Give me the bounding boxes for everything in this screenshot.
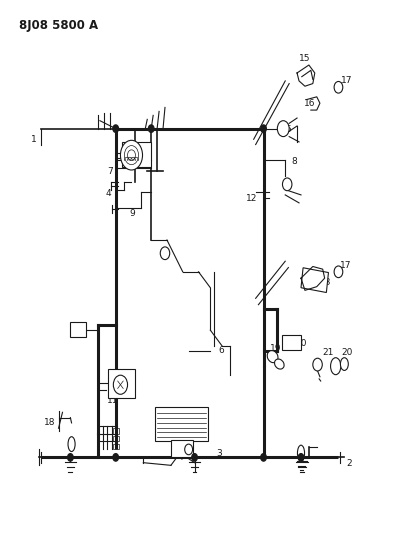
Circle shape: [298, 454, 304, 461]
Text: 7: 7: [107, 166, 113, 175]
Text: 10: 10: [296, 339, 308, 348]
Circle shape: [261, 454, 266, 461]
Text: 18: 18: [44, 418, 56, 427]
Text: 1: 1: [31, 135, 37, 144]
Circle shape: [261, 125, 266, 132]
Bar: [70, 322, 86, 337]
Ellipse shape: [331, 358, 341, 375]
Circle shape: [120, 140, 143, 170]
Circle shape: [113, 125, 118, 132]
Text: 6: 6: [218, 346, 224, 355]
Ellipse shape: [267, 351, 278, 362]
Text: 2: 2: [346, 459, 352, 469]
Circle shape: [192, 454, 197, 461]
Text: 17: 17: [341, 76, 353, 85]
Text: 10: 10: [70, 323, 82, 332]
Text: 13: 13: [320, 278, 331, 287]
Circle shape: [67, 454, 73, 461]
Circle shape: [148, 125, 154, 132]
Text: 8: 8: [291, 157, 297, 166]
Text: 19: 19: [270, 344, 282, 353]
Text: 16: 16: [304, 99, 316, 108]
Text: 5: 5: [285, 125, 291, 134]
Text: 9: 9: [129, 209, 135, 218]
Ellipse shape: [340, 358, 348, 370]
Circle shape: [278, 120, 289, 136]
Circle shape: [160, 247, 170, 260]
Bar: [301, 268, 328, 293]
Ellipse shape: [68, 437, 75, 451]
Bar: [155, 407, 208, 441]
Text: 12: 12: [246, 194, 257, 203]
Circle shape: [113, 454, 118, 461]
Text: 4: 4: [106, 189, 112, 198]
Text: 8J08 5800 A: 8J08 5800 A: [19, 19, 98, 33]
Bar: [113, 436, 119, 441]
Circle shape: [334, 266, 343, 278]
Text: 11: 11: [107, 395, 119, 405]
Text: 21: 21: [323, 348, 334, 357]
Circle shape: [334, 82, 343, 93]
Text: 20: 20: [341, 348, 353, 357]
Text: 3: 3: [216, 449, 222, 458]
Circle shape: [114, 375, 127, 394]
Bar: [171, 440, 193, 457]
Ellipse shape: [275, 359, 284, 369]
Bar: [283, 335, 301, 350]
Circle shape: [283, 178, 292, 191]
Circle shape: [185, 444, 193, 455]
Bar: [121, 142, 151, 167]
Ellipse shape: [297, 445, 304, 461]
Text: 15: 15: [299, 54, 310, 63]
Circle shape: [313, 358, 322, 371]
Bar: [113, 444, 119, 449]
Bar: [113, 428, 119, 433]
Text: 17: 17: [339, 261, 351, 270]
Bar: [108, 369, 135, 398]
